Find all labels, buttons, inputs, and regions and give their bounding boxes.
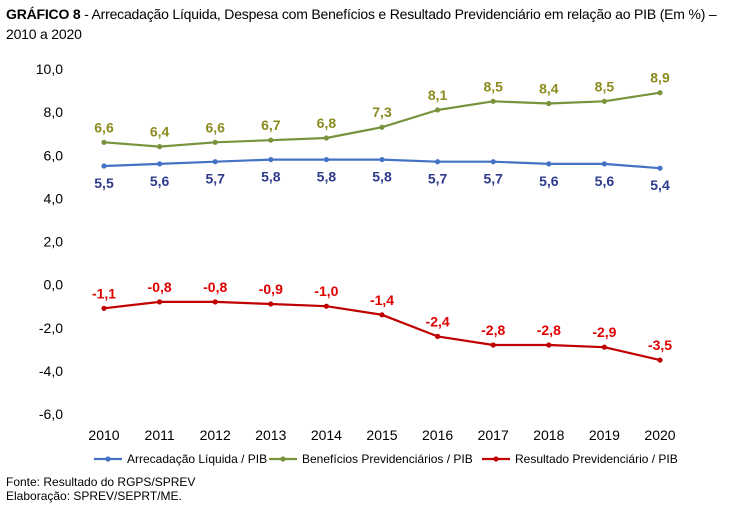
x-tick-label: 2017 (478, 427, 509, 443)
data-point (101, 163, 107, 169)
data-label: -0,9 (259, 281, 283, 297)
data-point (323, 156, 329, 163)
data-label: 5,5 (94, 175, 114, 191)
data-point (435, 159, 441, 165)
y-tick-label: -6,0 (39, 406, 63, 422)
data-label: 5,6 (150, 173, 170, 189)
x-tick-label: 2015 (366, 427, 397, 443)
data-point (212, 299, 218, 305)
data-label: 6,4 (150, 124, 170, 140)
data-point (657, 165, 663, 171)
data-label: 6,6 (94, 119, 114, 135)
data-label: 6,6 (205, 119, 225, 135)
y-tick-label: 0,0 (44, 277, 64, 293)
data-point (546, 100, 552, 107)
legend-swatch-marker (105, 456, 111, 462)
data-point (490, 98, 496, 104)
data-point (379, 124, 385, 130)
data-point (212, 139, 218, 145)
data-label: -0,8 (203, 279, 227, 295)
data-point (379, 156, 385, 163)
data-label: -1,1 (92, 285, 116, 301)
data-point (101, 139, 107, 145)
chart-title-label: GRÁFICO 8 (6, 6, 81, 22)
x-tick-label: 2018 (533, 427, 564, 443)
elaboration-note: Elaboração: SPREV/SEPRT/ME. (6, 489, 182, 503)
y-tick-label: -2,0 (39, 320, 63, 336)
data-label: 8,1 (428, 87, 448, 103)
chart-title: GRÁFICO 8 - Arrecadação Líquida, Despesa… (6, 4, 731, 44)
data-label: 8,9 (650, 70, 670, 86)
legend-swatch-marker (280, 456, 286, 462)
chart-title-text: - Arrecadação Líquida, Despesa com Benef… (6, 6, 717, 42)
data-point (157, 144, 163, 150)
data-point (212, 159, 218, 165)
y-tick-label: 6,0 (44, 147, 64, 163)
data-point (435, 107, 441, 113)
data-point (601, 98, 608, 104)
data-label: -2,8 (481, 322, 505, 338)
x-tick-label: 2013 (255, 427, 286, 443)
data-label: 5,6 (539, 173, 559, 189)
data-label: -1,0 (314, 283, 338, 299)
y-tick-label: -4,0 (39, 363, 63, 379)
x-tick-label: 2019 (589, 427, 620, 443)
data-label: 8,5 (595, 78, 615, 94)
data-point (601, 161, 608, 167)
legend-entry: Arrecadação Líquida / PIB (127, 452, 267, 466)
data-label: 5,6 (595, 173, 615, 189)
data-point (657, 90, 663, 96)
data-point (268, 301, 274, 307)
data-label: 8,5 (483, 78, 503, 94)
x-tick-label: 2012 (200, 427, 231, 443)
data-label: 5,4 (650, 177, 670, 193)
data-point (157, 299, 163, 305)
data-point (323, 303, 329, 309)
data-point (490, 159, 496, 165)
data-point (101, 305, 107, 311)
data-point (379, 312, 385, 318)
x-tick-label: 2014 (311, 427, 342, 443)
data-point (546, 342, 552, 348)
legend-entry: Benefícios Previdenciários / PIB (302, 452, 473, 466)
data-point (323, 135, 329, 141)
series-line (103, 300, 661, 362)
data-label: -2,9 (592, 324, 616, 340)
x-tick-label: 2016 (422, 427, 453, 443)
x-tick-label: 2010 (88, 427, 119, 443)
data-point (268, 137, 274, 143)
data-label: 5,8 (317, 169, 337, 185)
data-point (601, 344, 608, 350)
data-label: -0,8 (148, 279, 172, 295)
x-tick-label: 2011 (145, 427, 175, 443)
data-label: 5,8 (372, 169, 392, 185)
x-tick-label: 2020 (644, 427, 675, 443)
data-label: -2,4 (426, 313, 450, 329)
data-label: 5,7 (428, 171, 448, 187)
data-point (268, 156, 274, 163)
data-label: -3,5 (648, 337, 672, 353)
legend-swatch-marker (493, 456, 499, 462)
data-label: 5,7 (205, 171, 225, 187)
data-label: -1,4 (370, 292, 394, 308)
y-tick-label: 2,0 (44, 234, 64, 250)
legend-entry: Resultado Previdenciário / PIB (515, 452, 678, 466)
data-point (490, 342, 496, 348)
data-label: 6,7 (261, 117, 281, 133)
data-label: 8,4 (539, 81, 559, 97)
data-label: 5,8 (261, 169, 281, 185)
y-tick-label: 8,0 (44, 104, 64, 120)
data-label: 5,7 (483, 171, 503, 187)
y-tick-label: 10,0 (36, 61, 63, 77)
data-point (157, 161, 163, 167)
data-point (657, 357, 663, 363)
data-label: 6,8 (317, 115, 337, 131)
y-tick-label: 4,0 (44, 190, 64, 206)
data-label: -2,8 (537, 322, 561, 338)
data-point (435, 333, 441, 339)
data-point (546, 161, 552, 167)
source-note: Fonte: Resultado do RGPS/SPREV (6, 475, 196, 489)
data-label: 7,3 (372, 104, 392, 120)
